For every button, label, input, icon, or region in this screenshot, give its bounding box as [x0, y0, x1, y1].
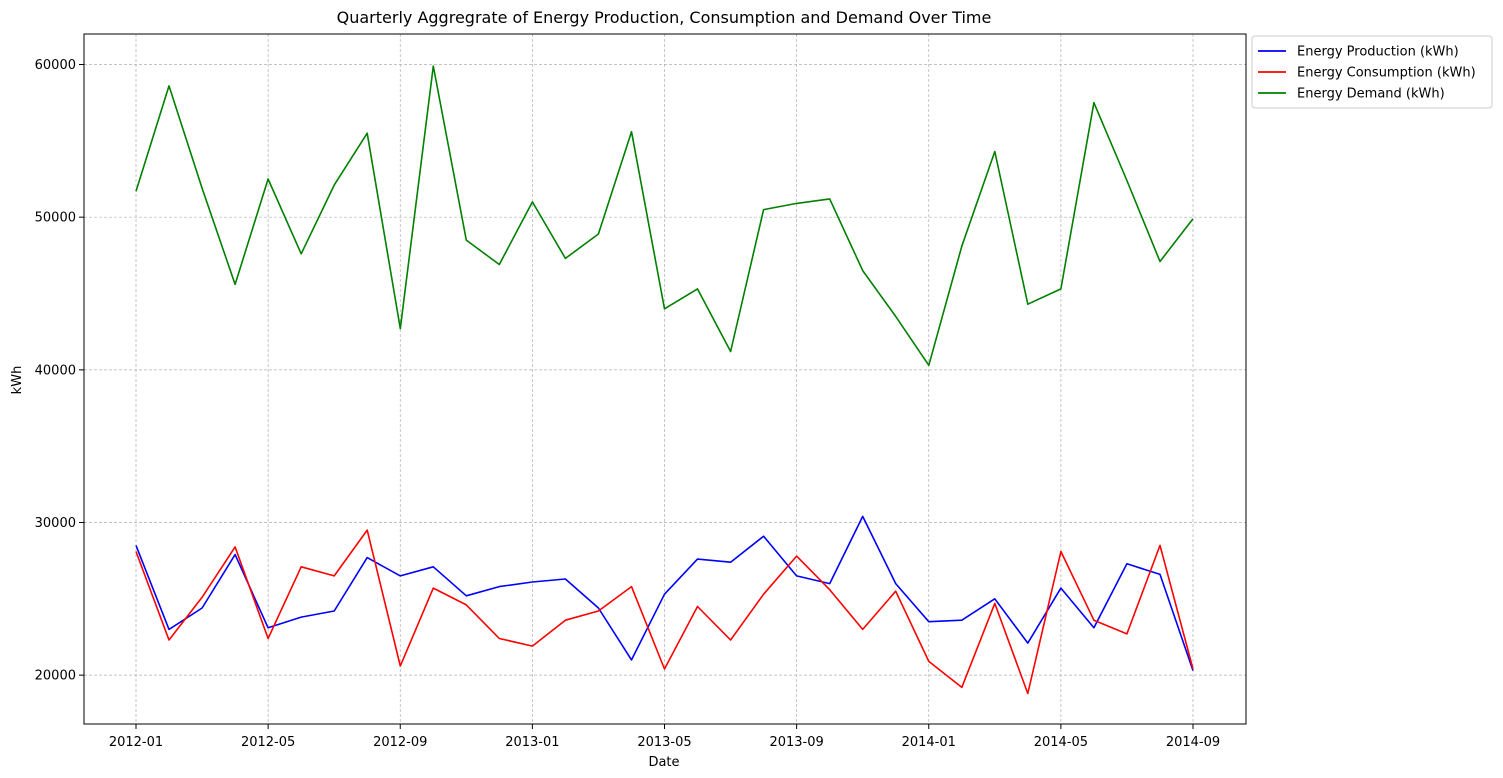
chart-title: Quarterly Aggregrate of Energy Productio… [337, 8, 992, 27]
legend-label: Energy Consumption (kWh) [1297, 66, 1476, 81]
x-axis-label: Date [648, 755, 679, 770]
grid [84, 34, 1246, 724]
x-tick-label: 2012-09 [373, 735, 427, 750]
x-tick-label: 2013-05 [637, 735, 691, 750]
legend-frame [1251, 35, 1493, 109]
x-tick-label: 2014-09 [1166, 735, 1220, 750]
x-tick-label: 2012-05 [241, 735, 295, 750]
series-line-1 [135, 529, 1194, 695]
x-tick-label: 2014-05 [1034, 735, 1088, 750]
x-tick-label: 2012-01 [109, 735, 163, 750]
y-axis-label: kWh [10, 366, 25, 395]
legend: Energy Production (kWh) Energy Consumptio… [1251, 35, 1493, 109]
x-tick-label: 2014-01 [902, 735, 956, 750]
x-tick-label: 2013-09 [769, 735, 823, 750]
y-tick-label: 30000 [35, 516, 76, 531]
axes: 2012-01 2012-05 2012-09 2013-01 2013-05 2013-… [35, 58, 1221, 750]
y-tick-label: 50000 [35, 211, 76, 226]
series-lines [135, 65, 1194, 695]
legend-label: Energy Demand (kWh) [1297, 87, 1445, 102]
series-line-0 [135, 515, 1194, 671]
y-tick-label: 40000 [35, 363, 76, 378]
plot-frame [83, 33, 1247, 725]
x-tick-label: 2013-01 [505, 735, 559, 750]
legend-label: Energy Production (kWh) [1297, 45, 1459, 60]
y-tick-label: 60000 [35, 58, 76, 73]
series-line-2 [135, 65, 1194, 367]
y-tick-label: 20000 [35, 669, 76, 684]
